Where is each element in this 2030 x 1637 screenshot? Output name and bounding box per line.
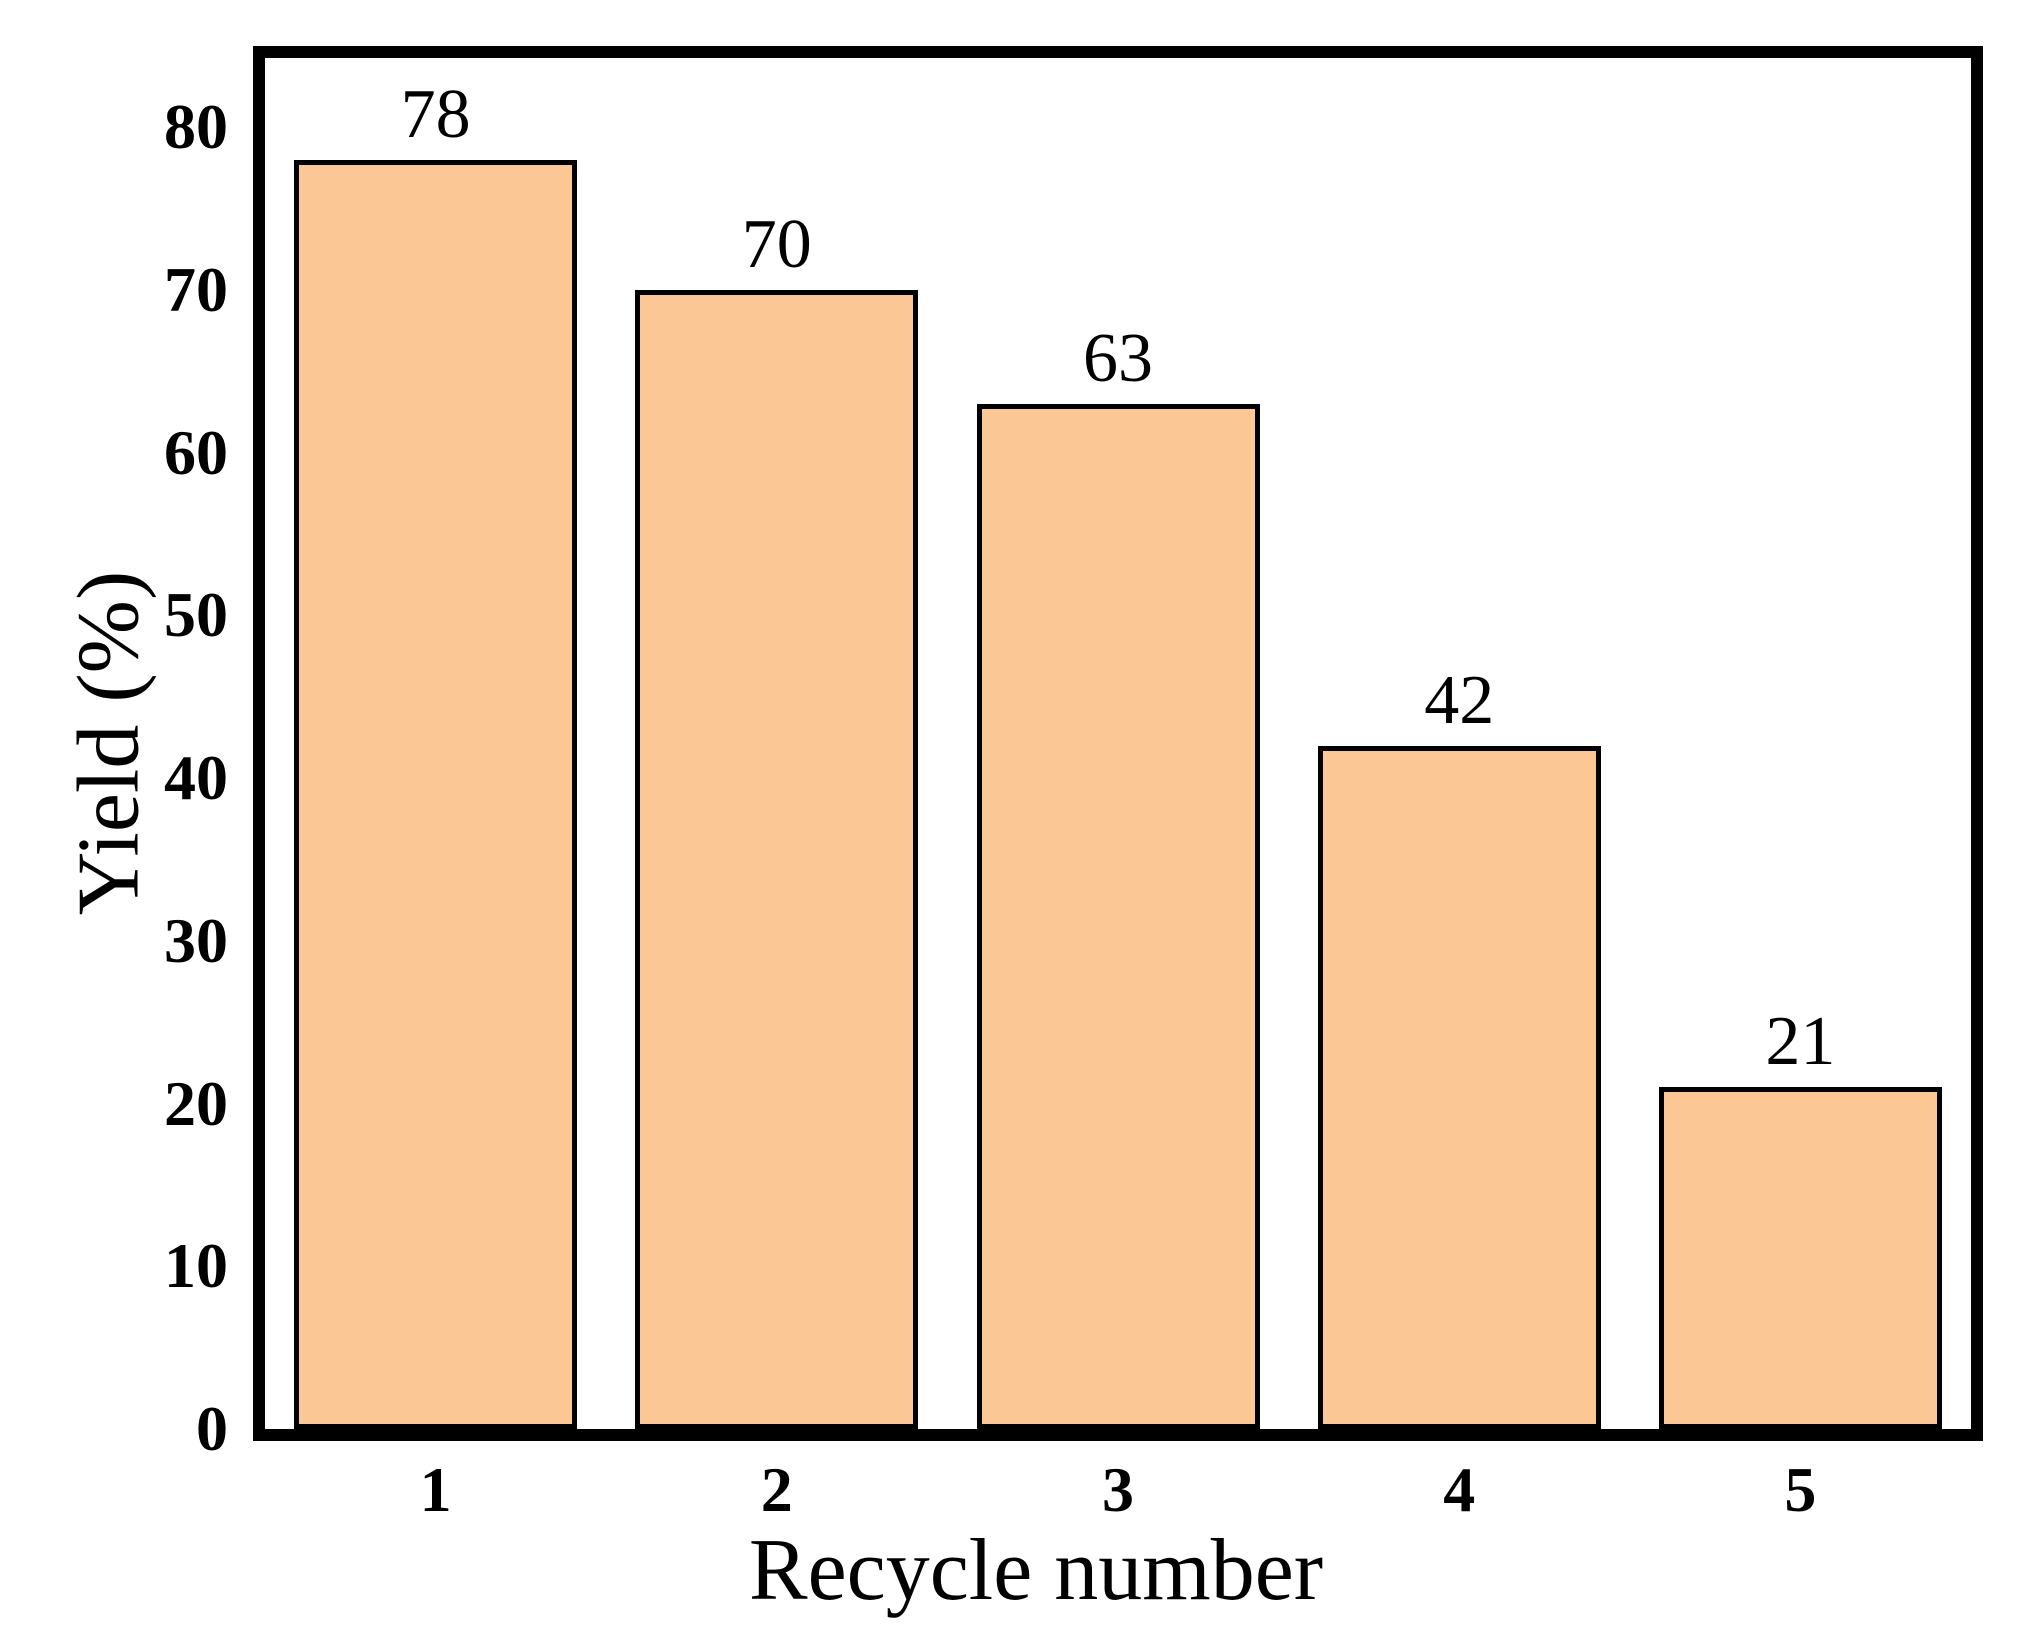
bar [635,290,919,1429]
y-tick-label: 40 [164,742,228,814]
bar-value-label: 63 [1083,320,1153,397]
bar-value-label: 42 [1424,662,1495,739]
y-tick-label: 10 [164,1230,228,1302]
bar [1658,1087,1942,1429]
y-tick-label: 70 [164,253,228,325]
x-tick-label: 3 [1102,1454,1134,1525]
bar [976,404,1260,1429]
x-axis-title: Recycle number [748,1522,1324,1619]
y-tick-label: 0 [196,1393,228,1464]
x-tick-label: 5 [1784,1454,1817,1525]
bar-value-label: 21 [1765,1003,1836,1080]
bar [294,160,578,1429]
y-tick-label: 60 [164,416,228,488]
y-tick-label: 80 [164,91,228,163]
bar-value-label: 78 [400,76,471,153]
x-tick-label: 2 [760,1454,793,1525]
plot-area: 78 70 63 42 21 [253,46,1983,1441]
y-tick-label: 20 [164,1067,228,1139]
bar-value-label: 70 [741,206,812,283]
y-tick-label: 50 [164,579,228,651]
x-tick-label: 1 [419,1454,452,1525]
x-tick-label: 4 [1443,1454,1476,1525]
bar [1317,746,1601,1429]
y-tick-label: 30 [164,904,228,976]
